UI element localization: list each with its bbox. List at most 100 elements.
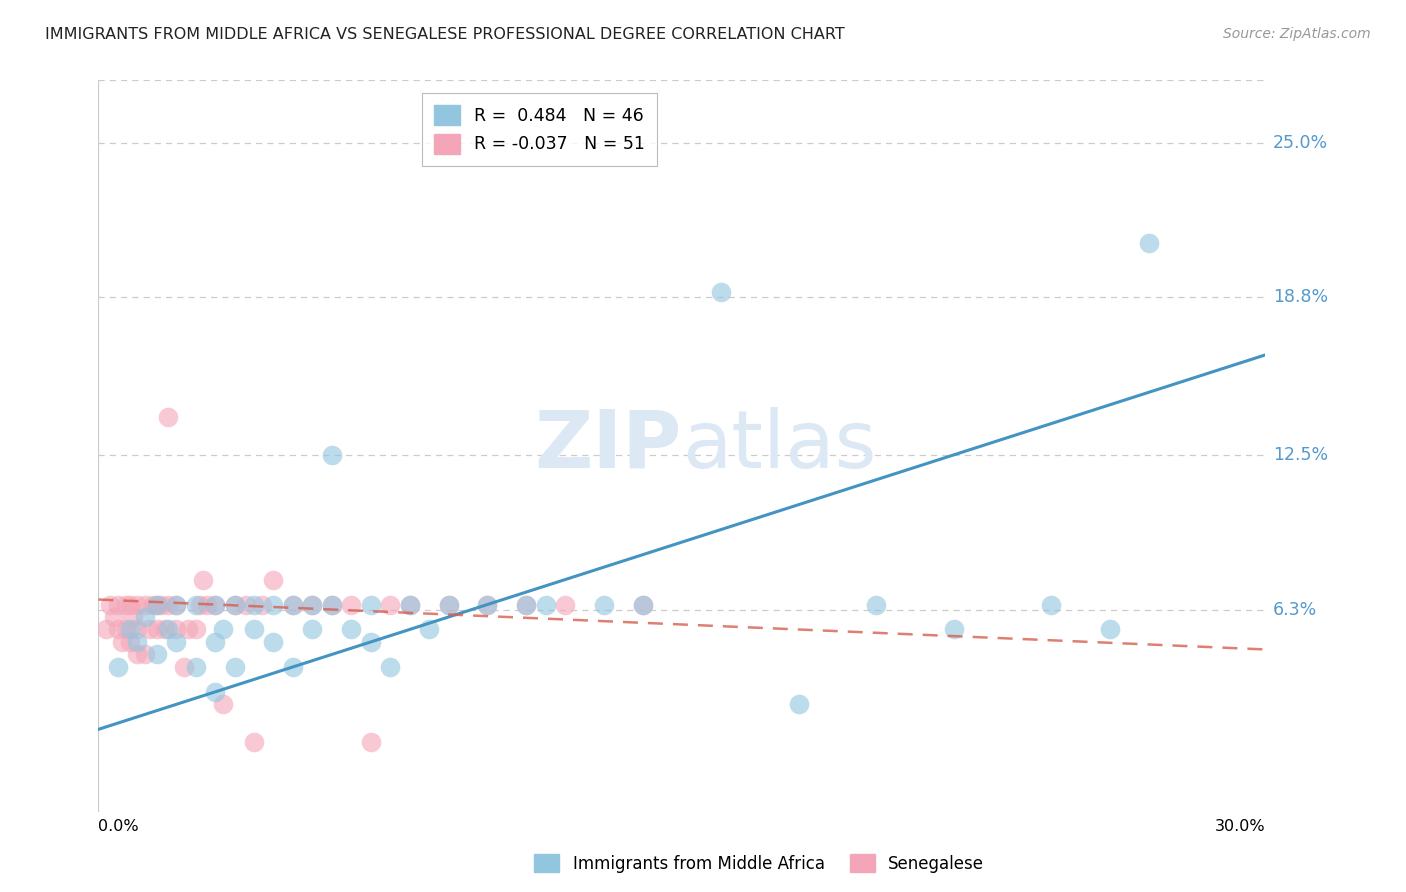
Point: [477, 598, 499, 612]
Point: [188, 598, 211, 612]
Point: [243, 598, 266, 612]
Point: [380, 598, 402, 612]
Text: IMMIGRANTS FROM MIDDLE AFRICA VS SENEGALESE PROFESSIONAL DEGREE CORRELATION CHAR: IMMIGRANTS FROM MIDDLE AFRICA VS SENEGAL…: [45, 27, 845, 42]
Text: 6.3%: 6.3%: [1274, 600, 1317, 618]
Point: [360, 598, 382, 612]
Point: [224, 660, 246, 674]
Point: [127, 598, 149, 612]
Point: [262, 635, 284, 649]
Point: [157, 623, 180, 637]
Point: [157, 410, 180, 425]
Point: [631, 598, 654, 612]
Point: [127, 648, 149, 662]
Point: [111, 635, 134, 649]
Point: [142, 598, 165, 612]
Point: [418, 623, 440, 637]
Point: [127, 635, 149, 649]
Point: [281, 598, 304, 612]
Text: 30.0%: 30.0%: [1215, 819, 1265, 834]
Text: Source: ZipAtlas.com: Source: ZipAtlas.com: [1223, 27, 1371, 41]
Point: [204, 598, 226, 612]
Point: [865, 598, 887, 612]
Point: [301, 598, 323, 612]
Point: [184, 623, 207, 637]
Point: [224, 598, 246, 612]
Point: [146, 623, 169, 637]
Point: [165, 598, 187, 612]
Point: [380, 660, 402, 674]
Point: [114, 598, 136, 612]
Point: [146, 598, 169, 612]
Point: [138, 623, 160, 637]
Point: [301, 598, 323, 612]
Point: [127, 623, 149, 637]
Point: [321, 598, 343, 612]
Point: [593, 598, 616, 612]
Point: [281, 598, 304, 612]
Point: [235, 598, 257, 612]
Legend: Immigrants from Middle Africa, Senegalese: Immigrants from Middle Africa, Senegales…: [527, 847, 991, 880]
Point: [710, 285, 733, 300]
Text: ZIP: ZIP: [534, 407, 682, 485]
Point: [146, 648, 169, 662]
Text: 25.0%: 25.0%: [1274, 134, 1329, 152]
Point: [398, 598, 420, 612]
Point: [340, 598, 363, 612]
Point: [204, 685, 226, 699]
Point: [107, 623, 129, 637]
Point: [157, 598, 180, 612]
Point: [515, 598, 537, 612]
Point: [114, 623, 136, 637]
Point: [554, 598, 576, 612]
Point: [515, 598, 537, 612]
Point: [195, 598, 218, 612]
Point: [437, 598, 460, 612]
Point: [173, 660, 195, 674]
Point: [243, 735, 266, 749]
Legend: R =  0.484   N = 46, R = -0.037   N = 51: R = 0.484 N = 46, R = -0.037 N = 51: [422, 93, 657, 166]
Point: [204, 598, 226, 612]
Point: [103, 610, 125, 624]
Point: [134, 598, 156, 612]
Point: [118, 635, 141, 649]
Point: [398, 598, 420, 612]
Point: [118, 623, 141, 637]
Point: [1137, 235, 1160, 250]
Point: [281, 660, 304, 674]
Point: [118, 598, 141, 612]
Point: [321, 448, 343, 462]
Point: [149, 598, 172, 612]
Point: [321, 598, 343, 612]
Point: [165, 623, 187, 637]
Point: [165, 635, 187, 649]
Point: [177, 623, 200, 637]
Point: [262, 573, 284, 587]
Point: [262, 598, 284, 612]
Point: [437, 598, 460, 612]
Point: [224, 598, 246, 612]
Point: [184, 660, 207, 674]
Text: 12.5%: 12.5%: [1274, 446, 1329, 464]
Point: [301, 623, 323, 637]
Point: [1040, 598, 1063, 612]
Point: [146, 598, 169, 612]
Point: [134, 610, 156, 624]
Text: 18.8%: 18.8%: [1274, 288, 1329, 307]
Text: atlas: atlas: [682, 407, 876, 485]
Point: [787, 698, 810, 712]
Point: [250, 598, 273, 612]
Point: [153, 623, 176, 637]
Point: [204, 635, 226, 649]
Point: [243, 623, 266, 637]
Point: [477, 598, 499, 612]
Text: 0.0%: 0.0%: [98, 819, 139, 834]
Point: [107, 660, 129, 674]
Point: [165, 598, 187, 612]
Point: [360, 635, 382, 649]
Point: [107, 598, 129, 612]
Point: [340, 623, 363, 637]
Point: [1098, 623, 1121, 637]
Point: [212, 698, 235, 712]
Point: [134, 648, 156, 662]
Point: [96, 623, 118, 637]
